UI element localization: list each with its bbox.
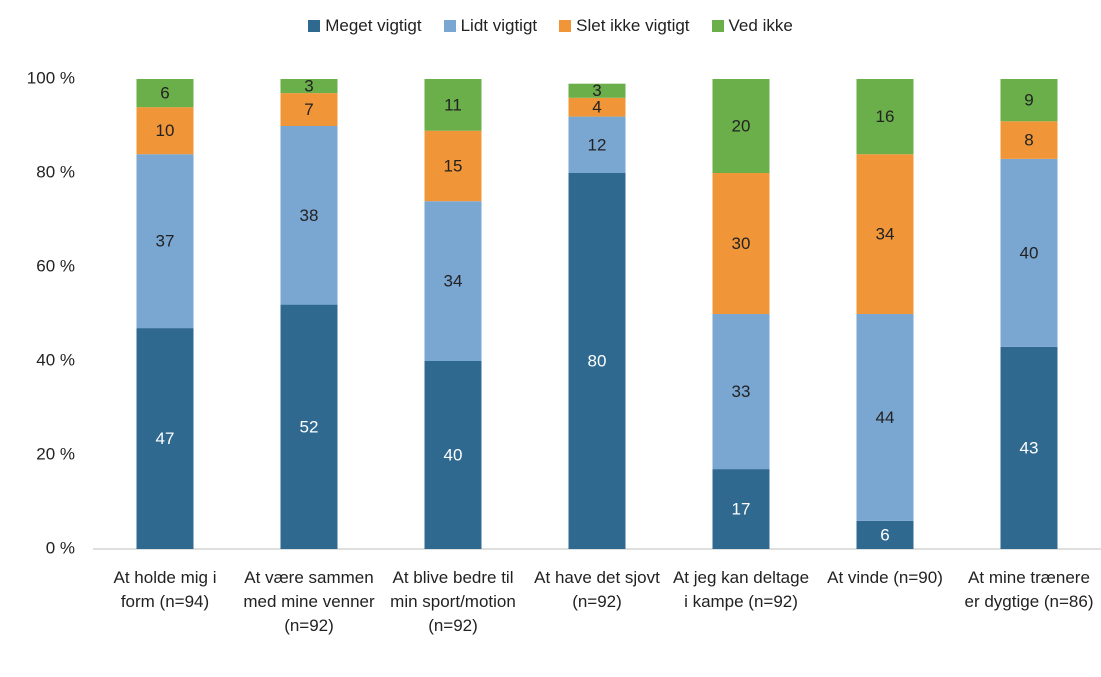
legend-swatch (443, 20, 456, 32)
bar-segment (280, 93, 338, 126)
data-label: 52 (300, 417, 319, 436)
data-label: 38 (300, 206, 319, 225)
bar-segment (712, 173, 770, 314)
x-tick-label: At blive bedre til min sport/motion (n=9… (390, 568, 516, 635)
bar-segment (424, 130, 482, 202)
legend-item: Lidt vigtigt (443, 16, 538, 36)
bar-segment (280, 126, 338, 305)
data-label: 3 (592, 81, 601, 100)
bar-segment (568, 97, 626, 117)
bar-segment (424, 201, 482, 361)
bar-segment (1000, 158, 1058, 347)
bar-segment (424, 361, 482, 549)
data-label: 4 (592, 98, 601, 117)
legend-swatch (308, 20, 321, 32)
bar-segment (1000, 79, 1058, 122)
bar-segment (856, 520, 914, 549)
data-label: 34 (444, 272, 463, 291)
data-label: 12 (588, 135, 607, 154)
x-tick-label: At have det sjovt (n=92) (534, 568, 660, 611)
legend-label: Meget vigtigt (325, 16, 422, 35)
bar-segment (712, 314, 770, 470)
bar-segment (136, 79, 194, 108)
x-tick-label: At holde mig i form (n=94) (113, 568, 217, 611)
data-label: 9 (1024, 91, 1033, 110)
bar-segment (712, 79, 770, 173)
legend: Meget vigtigt Lidt vigtigt Slet ikke vigti… (0, 16, 1101, 36)
data-label: 17 (732, 500, 751, 519)
data-label: 37 (156, 232, 175, 251)
bar-segment (856, 154, 914, 314)
data-label: 3 (304, 77, 313, 96)
legend-item: Meget vigtigt (308, 16, 422, 36)
bar-segment (280, 79, 338, 94)
bar-segment (136, 328, 194, 549)
legend-item: Slet ikke vigtigt (559, 16, 690, 36)
y-tick-label: 20 % (36, 444, 75, 463)
y-tick-label: 40 % (36, 350, 75, 369)
bar-segment (712, 469, 770, 549)
bar-segment (568, 116, 626, 173)
data-label: 16 (876, 107, 895, 126)
data-label: 6 (160, 84, 169, 103)
data-label: 47 (156, 429, 175, 448)
data-label: 40 (1020, 243, 1039, 262)
data-label: 8 (1024, 131, 1033, 150)
y-tick-label: 100 % (27, 68, 75, 87)
bar-segment (856, 314, 914, 521)
bar-segment (136, 107, 194, 155)
data-label: 30 (732, 234, 751, 253)
legend-label: Ved ikke (728, 16, 793, 35)
data-label: 11 (444, 95, 462, 114)
legend-label: Slet ikke vigtigt (576, 16, 690, 35)
data-label: 33 (732, 382, 751, 401)
x-tick-label: At være sammen med mine venner (n=92) (243, 568, 375, 635)
data-label: 20 (732, 116, 751, 135)
y-tick-label: 60 % (36, 256, 75, 275)
bar-segment (424, 79, 482, 131)
x-tick-label: At vinde (n=90) (827, 568, 943, 587)
data-label: 80 (588, 351, 607, 370)
data-label: 10 (156, 121, 175, 140)
data-label: 43 (1020, 438, 1039, 457)
x-tick-label: At mine trænere er dygtige (n=86) (964, 568, 1094, 611)
y-tick-label: 80 % (36, 162, 75, 181)
bar-segment (568, 173, 626, 549)
bar-segment (568, 83, 626, 98)
bar-segment (856, 79, 914, 155)
y-tick-label: 0 % (46, 538, 75, 557)
data-label: 40 (444, 445, 463, 464)
data-label: 15 (444, 156, 463, 175)
bar-segment (1000, 121, 1058, 159)
legend-label: Lidt vigtigt (460, 16, 538, 35)
x-tick-label: At jeg kan deltage i kampe (n=92) (672, 568, 810, 611)
data-label: 7 (304, 100, 313, 119)
data-label: 6 (880, 525, 889, 544)
bar-segment (280, 304, 338, 549)
bar-segment (1000, 346, 1058, 549)
bar-segment (136, 154, 194, 329)
data-label: 34 (876, 225, 895, 244)
data-label: 44 (876, 408, 895, 427)
legend-item: Ved ikke (711, 16, 793, 36)
legend-swatch (559, 20, 572, 32)
legend-swatch (711, 20, 724, 32)
